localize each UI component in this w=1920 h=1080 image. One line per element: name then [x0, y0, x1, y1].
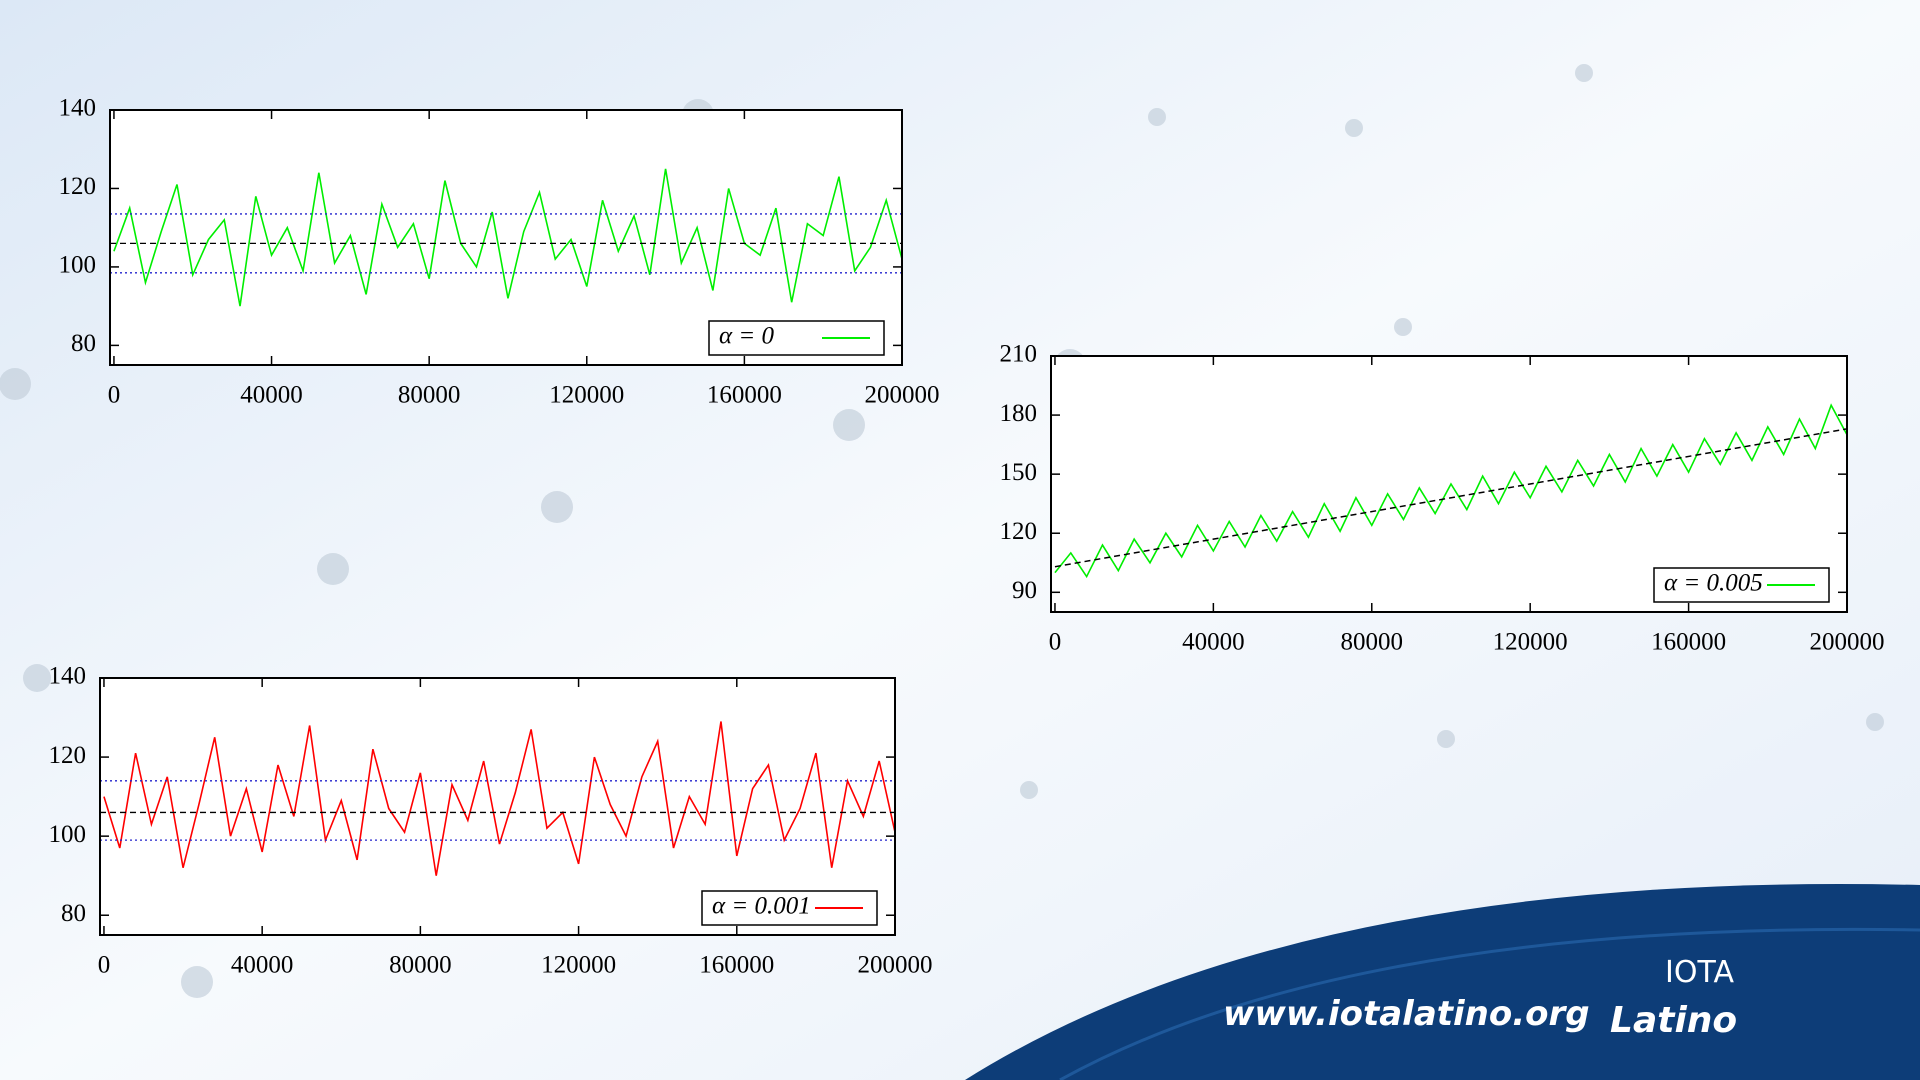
- x-tick-label: 0: [98, 952, 111, 979]
- y-tick-label: 80: [71, 330, 96, 357]
- y-tick-label: 140: [49, 663, 87, 690]
- x-tick-label: 120000: [541, 952, 616, 979]
- brand-logo-bottom: Latino: [1610, 1000, 1737, 1041]
- legend: α = 0.005: [1653, 567, 1830, 603]
- brand-url: www.iotalatino.org: [1223, 994, 1590, 1034]
- x-tick-label: 80000: [389, 952, 452, 979]
- plot-frame: [1050, 355, 1848, 613]
- x-tick-label: 120000: [549, 382, 624, 409]
- x-tick-label: 0: [1049, 629, 1062, 656]
- legend: α = 0.001: [701, 890, 878, 926]
- data-line: [113, 168, 903, 307]
- x-tick-label: 80000: [1341, 629, 1404, 656]
- data-line: [103, 721, 896, 876]
- y-tick-label: 140: [59, 95, 97, 122]
- legend-label: α = 0: [719, 323, 774, 350]
- brand-wave-line: [1059, 927, 1920, 1080]
- y-tick-label: 150: [1000, 459, 1038, 486]
- x-tick-label: 0: [108, 382, 121, 409]
- y-tick-label: 100: [59, 252, 97, 279]
- x-tick-label: 40000: [231, 952, 294, 979]
- y-tick-label: 120: [59, 173, 97, 200]
- x-tick-label: 200000: [865, 382, 940, 409]
- plot-frame: [109, 109, 903, 366]
- x-tick-label: 80000: [398, 382, 461, 409]
- decoration: [0, 64, 1884, 998]
- brand-logo-top: IOTA: [1665, 955, 1734, 990]
- y-tick-label: 100: [49, 821, 87, 848]
- legend: α = 0: [708, 320, 885, 356]
- data-line: [1054, 428, 1848, 568]
- legend-label: α = 0.005: [1664, 570, 1763, 597]
- x-tick-label: 40000: [240, 382, 303, 409]
- x-tick-label: 120000: [1493, 629, 1568, 656]
- y-tick-label: 90: [1012, 577, 1037, 604]
- x-tick-label: 200000: [1810, 629, 1885, 656]
- y-tick-label: 180: [1000, 400, 1038, 427]
- legend-label: α = 0.001: [712, 893, 811, 920]
- x-tick-label: 160000: [707, 382, 782, 409]
- x-tick-label: 200000: [858, 952, 933, 979]
- data-line: [1054, 403, 1848, 579]
- y-tick-label: 120: [49, 742, 87, 769]
- chart: 80 100 120 140 0 40000 80000 120000 160000 200000…: [59, 95, 940, 409]
- x-tick-label: 160000: [1651, 629, 1726, 656]
- plot-frame: [99, 677, 896, 936]
- y-tick-label: 210: [1000, 341, 1038, 368]
- chart: 90 120 150 180 210 0 40000 80000 120000 160000 200…: [1000, 341, 1885, 656]
- chart: 80 100 120 140 0 40000 80000 120000 160000 200000…: [49, 663, 933, 979]
- x-tick-label: 160000: [699, 952, 774, 979]
- y-tick-label: 120: [1000, 518, 1038, 545]
- x-tick-label: 40000: [1182, 629, 1245, 656]
- y-tick-label: 80: [61, 900, 86, 927]
